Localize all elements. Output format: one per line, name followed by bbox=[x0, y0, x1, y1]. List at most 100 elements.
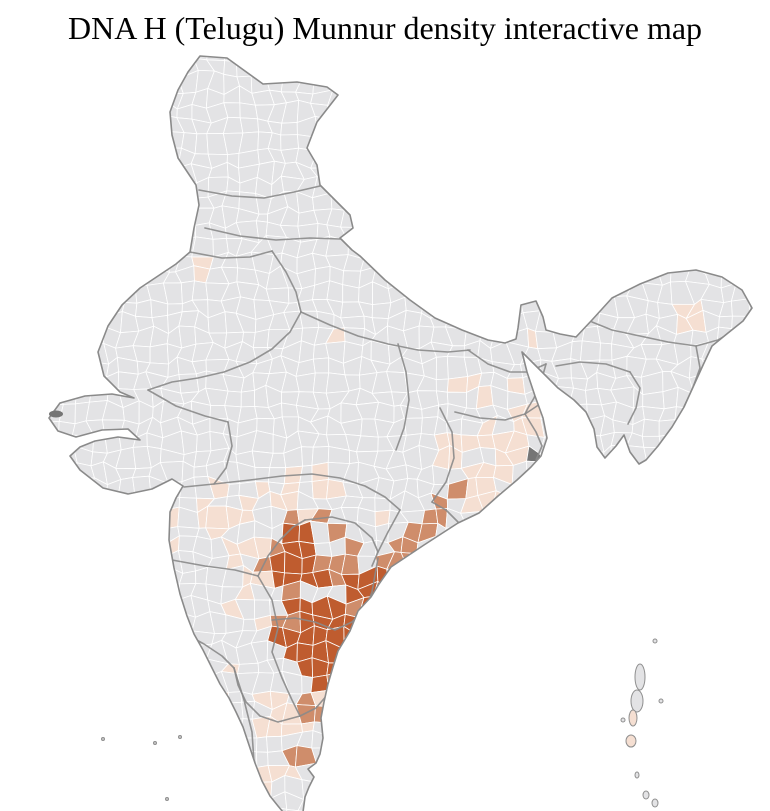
district-cell[interactable] bbox=[507, 645, 524, 662]
district-cell[interactable] bbox=[525, 146, 540, 170]
district-cell[interactable] bbox=[312, 357, 330, 374]
district-cell[interactable] bbox=[57, 227, 77, 245]
district-cell[interactable] bbox=[480, 551, 495, 573]
district-cell[interactable] bbox=[476, 205, 493, 225]
district-cell[interactable] bbox=[148, 85, 168, 106]
district-cell[interactable] bbox=[745, 630, 766, 650]
district-cell[interactable] bbox=[765, 557, 770, 573]
district-cell[interactable] bbox=[625, 250, 648, 274]
district-cell[interactable] bbox=[660, 536, 674, 554]
district-cell[interactable] bbox=[452, 777, 469, 797]
district-cell[interactable] bbox=[762, 135, 770, 152]
district-cell[interactable] bbox=[584, 165, 604, 185]
district-cell[interactable] bbox=[536, 115, 559, 138]
district-cell[interactable] bbox=[689, 792, 707, 811]
district-cell[interactable] bbox=[85, 238, 110, 258]
district-cell[interactable] bbox=[115, 702, 139, 719]
district-cell[interactable] bbox=[402, 223, 425, 242]
district-cell[interactable] bbox=[224, 733, 240, 751]
district-cell[interactable] bbox=[700, 447, 724, 464]
district-cell[interactable] bbox=[543, 461, 560, 484]
district-cell[interactable] bbox=[476, 732, 495, 752]
district-cell[interactable] bbox=[541, 479, 557, 497]
district-cell[interactable] bbox=[340, 751, 363, 770]
district-cell[interactable] bbox=[118, 626, 134, 647]
district-cell[interactable] bbox=[56, 775, 79, 800]
district-cell[interactable] bbox=[600, 640, 616, 659]
district-cell[interactable] bbox=[625, 267, 648, 284]
district-cell[interactable] bbox=[643, 55, 665, 78]
district-cell[interactable] bbox=[553, 385, 574, 406]
district-cell[interactable] bbox=[751, 571, 768, 590]
district-cell[interactable] bbox=[27, 719, 46, 739]
district-cell[interactable] bbox=[686, 101, 704, 119]
district-cell[interactable] bbox=[385, 641, 409, 662]
district-cell[interactable] bbox=[506, 746, 530, 764]
district-cell[interactable] bbox=[761, 101, 770, 123]
district-cell[interactable] bbox=[448, 600, 464, 616]
district-cell[interactable] bbox=[659, 130, 679, 152]
district-cell[interactable] bbox=[131, 211, 153, 228]
district-cell[interactable] bbox=[181, 657, 198, 678]
district-cell[interactable] bbox=[85, 552, 109, 574]
district-cell[interactable] bbox=[76, 708, 92, 725]
district-cell[interactable] bbox=[375, 177, 388, 196]
district-cell[interactable] bbox=[161, 790, 181, 811]
district-cell[interactable] bbox=[477, 611, 494, 632]
district-cell[interactable] bbox=[43, 148, 62, 164]
district-cell[interactable] bbox=[160, 596, 182, 614]
district-cell[interactable] bbox=[468, 190, 479, 209]
district-cell[interactable] bbox=[145, 596, 164, 614]
district-cell[interactable] bbox=[553, 722, 573, 740]
district-cell[interactable] bbox=[553, 492, 574, 510]
district-cell[interactable] bbox=[599, 133, 615, 155]
district-cell[interactable] bbox=[100, 672, 124, 692]
district-cell[interactable] bbox=[90, 175, 110, 199]
district-cell[interactable] bbox=[565, 464, 587, 479]
district-cell[interactable] bbox=[706, 461, 723, 483]
district-cell[interactable] bbox=[451, 762, 463, 785]
district-cell[interactable] bbox=[29, 597, 50, 617]
district-cell[interactable] bbox=[584, 566, 603, 588]
district-cell[interactable] bbox=[541, 495, 557, 513]
district-cell[interactable] bbox=[27, 705, 45, 724]
district-cell[interactable] bbox=[45, 506, 63, 530]
district-cell[interactable] bbox=[343, 657, 358, 675]
district-cell[interactable] bbox=[430, 687, 452, 705]
district-cell[interactable] bbox=[403, 749, 422, 768]
district-cell[interactable] bbox=[342, 670, 358, 690]
district-cell[interactable] bbox=[685, 539, 706, 559]
district-cell[interactable] bbox=[566, 434, 584, 455]
district-cell[interactable] bbox=[734, 730, 754, 751]
district-cell[interactable] bbox=[281, 402, 299, 418]
district-cell[interactable] bbox=[87, 41, 109, 63]
district-cell[interactable] bbox=[73, 282, 90, 301]
district-cell[interactable] bbox=[595, 762, 616, 784]
district-cell[interactable] bbox=[460, 597, 481, 614]
district-cell[interactable] bbox=[478, 115, 499, 140]
district-cell[interactable] bbox=[490, 720, 511, 738]
district-cell[interactable] bbox=[33, 149, 46, 164]
district-cell[interactable] bbox=[44, 625, 61, 646]
district-cell[interactable] bbox=[435, 390, 449, 406]
district-cell[interactable] bbox=[671, 190, 695, 213]
district-cell[interactable] bbox=[478, 176, 496, 194]
district-cell[interactable] bbox=[659, 190, 677, 213]
district-cell[interactable] bbox=[344, 781, 362, 798]
district-cell[interactable] bbox=[71, 491, 89, 514]
district-cell[interactable] bbox=[91, 775, 107, 798]
district-cell[interactable] bbox=[453, 795, 469, 811]
district-cell[interactable] bbox=[663, 580, 679, 604]
district-cell[interactable] bbox=[325, 747, 345, 770]
district-cell[interactable] bbox=[687, 599, 706, 620]
district-cell[interactable] bbox=[373, 253, 394, 271]
district-cell[interactable] bbox=[508, 119, 525, 138]
district-cell[interactable] bbox=[57, 708, 79, 725]
district-cell[interactable] bbox=[43, 655, 60, 678]
district-cell[interactable] bbox=[613, 656, 634, 673]
district-cell[interactable] bbox=[85, 92, 108, 110]
district-cell[interactable] bbox=[565, 121, 582, 138]
district-cell[interactable] bbox=[718, 730, 737, 751]
district-cell[interactable] bbox=[475, 282, 498, 302]
district-cell[interactable] bbox=[765, 386, 770, 406]
